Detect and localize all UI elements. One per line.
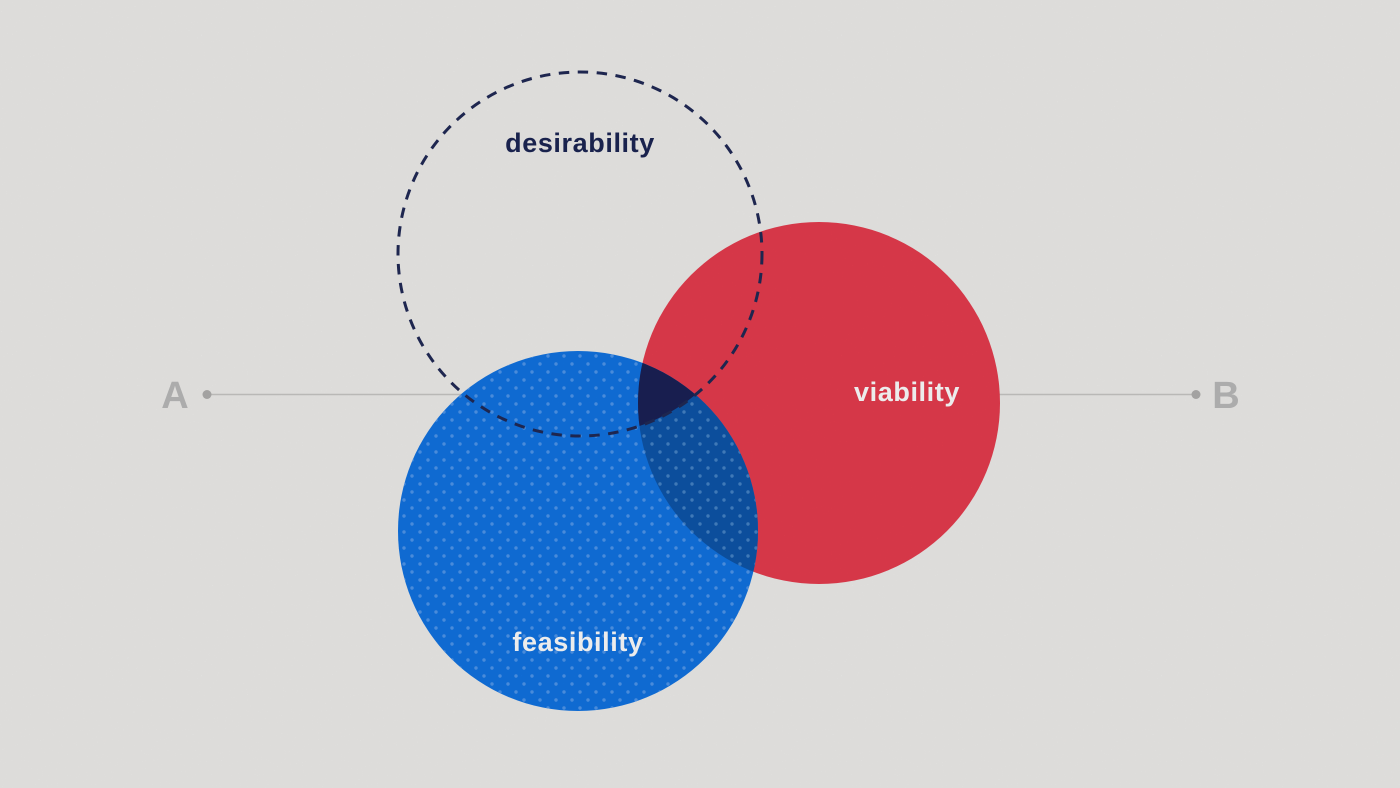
viability-label: viability (854, 377, 960, 407)
desirability-label: desirability (505, 128, 655, 158)
label-a: A (161, 375, 188, 417)
label-b: B (1212, 375, 1239, 417)
ab-line-endpoint-b (1191, 390, 1201, 399)
feasibility-label: feasibility (512, 627, 643, 657)
ab-line-endpoint-a (202, 390, 212, 399)
